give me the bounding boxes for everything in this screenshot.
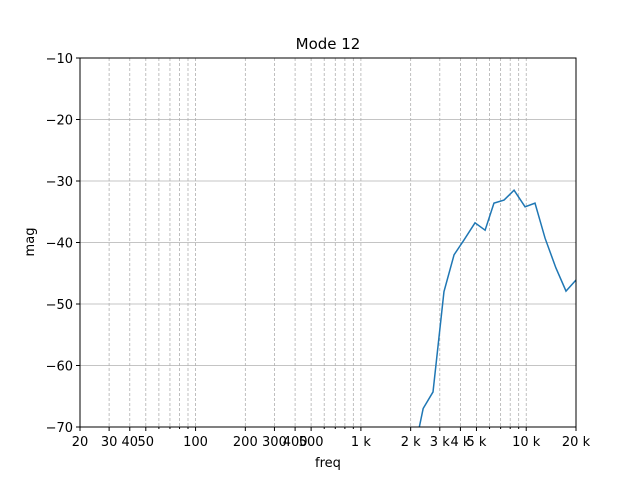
y-tick-label: −30: [46, 175, 73, 190]
y-tick-label: −20: [46, 114, 73, 129]
x-tick-label: 3 k: [430, 435, 450, 450]
y-axis-label: mag: [23, 228, 38, 257]
x-tick-label: 200: [233, 435, 258, 450]
x-tick-label: 40: [121, 435, 138, 450]
x-tick-label: 4 k: [450, 435, 470, 450]
x-tick-label: 30: [101, 435, 118, 450]
x-tick-label: 50: [138, 435, 155, 450]
x-tick-label: 1 k: [351, 435, 371, 450]
x-axis-label: freq: [315, 456, 341, 471]
y-tick-label: −10: [46, 52, 73, 67]
ticks: −70 −60 −50 −40 −30 −20 −10 20 30 40 50 100 200 30040…: [46, 52, 591, 450]
plot-area: [418, 189, 576, 427]
y-tick-label: −60: [46, 360, 73, 375]
x-tick-label: 400: [283, 435, 308, 450]
x-tick-label: 20: [72, 435, 89, 450]
x-tick-label: 2 k: [401, 435, 421, 450]
x-tick-label: 20 k: [562, 435, 591, 450]
x-tick-label: 5 k: [466, 435, 486, 450]
y-tick-label: −70: [46, 421, 73, 436]
x-tick-label: 100: [183, 435, 208, 450]
y-tick-label: −40: [46, 237, 73, 252]
x-tick-label: 300: [262, 435, 287, 450]
x-tick-label: 500: [299, 435, 324, 450]
data-line: [418, 189, 576, 427]
y-tick-label: −50: [46, 298, 73, 313]
chart-title: Mode 12: [296, 35, 361, 53]
x-tick-label: 10 k: [512, 435, 541, 450]
